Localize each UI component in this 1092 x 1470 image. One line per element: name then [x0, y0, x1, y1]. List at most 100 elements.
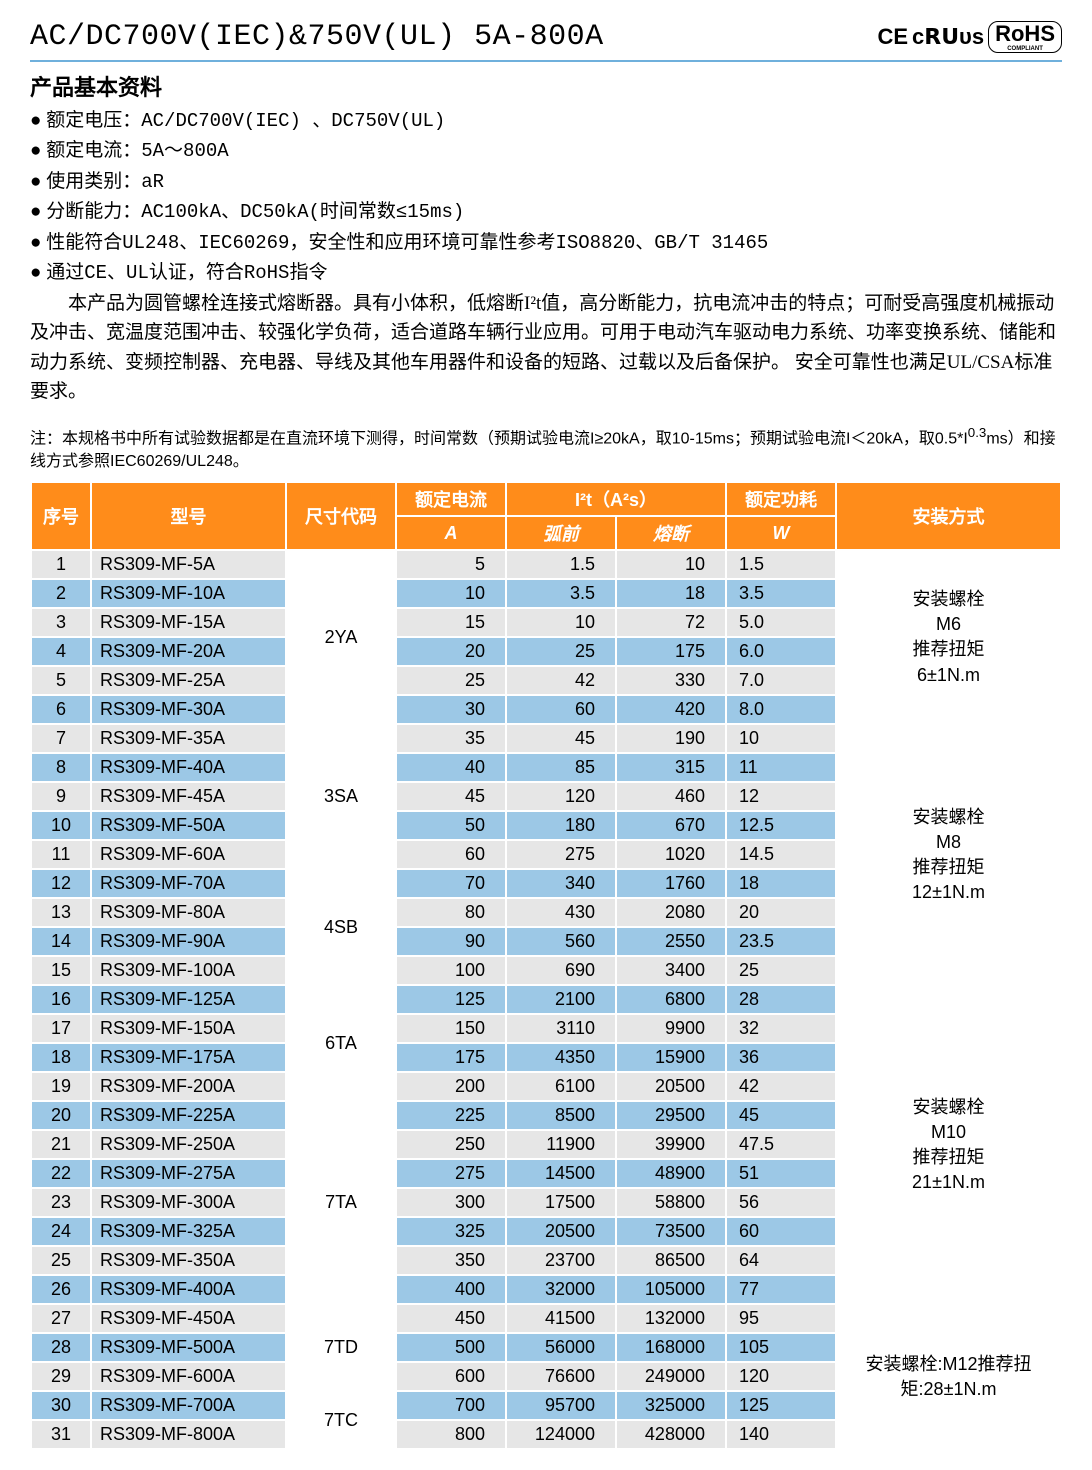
cell-power: 32	[726, 1014, 836, 1043]
cell-power: 36	[726, 1043, 836, 1072]
spec-item: 额定电流：5A～800A	[30, 136, 1062, 166]
cell-model: RS309-MF-200A	[91, 1072, 286, 1101]
cell-current: 800	[396, 1420, 506, 1449]
cell-pre: 10	[506, 608, 616, 637]
cell-power: 20	[726, 898, 836, 927]
cell-power: 60	[726, 1217, 836, 1246]
cell-seq: 25	[31, 1246, 91, 1275]
cell-current: 500	[396, 1333, 506, 1362]
cell-model: RS309-MF-5A	[91, 550, 286, 579]
cell-model: RS309-MF-600A	[91, 1362, 286, 1391]
spec-item: 通过CE、UL认证，符合RoHS指令	[30, 258, 1062, 288]
cell-current: 600	[396, 1362, 506, 1391]
cell-melt: 105000	[616, 1275, 726, 1304]
cell-current: 275	[396, 1159, 506, 1188]
cell-current: 20	[396, 637, 506, 666]
cell-pre: 3110	[506, 1014, 616, 1043]
cell-current: 225	[396, 1101, 506, 1130]
cell-pre: 85	[506, 753, 616, 782]
cell-model: RS309-MF-60A	[91, 840, 286, 869]
cell-current: 100	[396, 956, 506, 985]
cell-seq: 3	[31, 608, 91, 637]
cell-power: 56	[726, 1188, 836, 1217]
cell-model: RS309-MF-15A	[91, 608, 286, 637]
col-current-top: 额定电流	[396, 482, 506, 516]
cell-seq: 17	[31, 1014, 91, 1043]
cell-seq: 9	[31, 782, 91, 811]
ce-icon: CE	[877, 24, 908, 50]
cell-pre: 41500	[506, 1304, 616, 1333]
cell-seq: 2	[31, 579, 91, 608]
cell-power: 6.0	[726, 637, 836, 666]
cell-melt: 315	[616, 753, 726, 782]
cell-power: 77	[726, 1275, 836, 1304]
cell-model: RS309-MF-25A	[91, 666, 286, 695]
cell-pre: 2100	[506, 985, 616, 1014]
cell-seq: 24	[31, 1217, 91, 1246]
cell-melt: 58800	[616, 1188, 726, 1217]
table-row: 7RS309-MF-35A3SA354519010安装螺栓M8推荐扭矩12±1N…	[31, 724, 1061, 753]
cell-model: RS309-MF-30A	[91, 695, 286, 724]
cell-current: 175	[396, 1043, 506, 1072]
cell-model: RS309-MF-225A	[91, 1101, 286, 1130]
cell-melt: 72	[616, 608, 726, 637]
cell-seq: 16	[31, 985, 91, 1014]
col-seq: 序号	[31, 482, 91, 550]
col-model: 型号	[91, 482, 286, 550]
cell-seq: 5	[31, 666, 91, 695]
cell-seq: 20	[31, 1101, 91, 1130]
cell-install: 安装螺栓M6推荐扭矩6±1N.m	[836, 550, 1061, 724]
cell-seq: 11	[31, 840, 91, 869]
cell-power: 125	[726, 1391, 836, 1420]
cell-current: 300	[396, 1188, 506, 1217]
cell-model: RS309-MF-35A	[91, 724, 286, 753]
cell-melt: 460	[616, 782, 726, 811]
cell-size: 2YA	[286, 550, 396, 724]
cell-pre: 25	[506, 637, 616, 666]
cell-current: 60	[396, 840, 506, 869]
cell-model: RS309-MF-80A	[91, 898, 286, 927]
cell-install: 安装螺栓:M12推荐扭矩:28±1N.m	[836, 1304, 1061, 1449]
col-i2t-top: I²t（A²s）	[506, 482, 726, 516]
cell-pre: 560	[506, 927, 616, 956]
cell-melt: 6800	[616, 985, 726, 1014]
cell-model: RS309-MF-350A	[91, 1246, 286, 1275]
cell-power: 12.5	[726, 811, 836, 840]
cell-melt: 48900	[616, 1159, 726, 1188]
cell-power: 140	[726, 1420, 836, 1449]
cell-model: RS309-MF-275A	[91, 1159, 286, 1188]
col-current-unit: A	[396, 516, 506, 550]
cell-current: 70	[396, 869, 506, 898]
spec-item: 分断能力：AC100kA、DC50kA(时间常数≤15ms)	[30, 197, 1062, 227]
cell-seq: 10	[31, 811, 91, 840]
cell-melt: 29500	[616, 1101, 726, 1130]
cell-pre: 4350	[506, 1043, 616, 1072]
cell-seq: 29	[31, 1362, 91, 1391]
cell-pre: 180	[506, 811, 616, 840]
cell-seq: 26	[31, 1275, 91, 1304]
cell-install: 安装螺栓M10推荐扭矩21±1N.m	[836, 985, 1061, 1304]
cell-pre: 45	[506, 724, 616, 753]
cell-size: 7TC	[286, 1391, 396, 1449]
cell-melt: 1020	[616, 840, 726, 869]
cell-seq: 14	[31, 927, 91, 956]
cell-melt: 249000	[616, 1362, 726, 1391]
cell-melt: 428000	[616, 1420, 726, 1449]
cell-power: 18	[726, 869, 836, 898]
cell-pre: 20500	[506, 1217, 616, 1246]
cell-size: 3SA	[286, 724, 396, 869]
cell-seq: 30	[31, 1391, 91, 1420]
cell-model: RS309-MF-175A	[91, 1043, 286, 1072]
cell-pre: 690	[506, 956, 616, 985]
cell-current: 125	[396, 985, 506, 1014]
cell-power: 12	[726, 782, 836, 811]
cell-model: RS309-MF-40A	[91, 753, 286, 782]
cell-size: 7TD	[286, 1304, 396, 1391]
col-install: 安装方式	[836, 482, 1061, 550]
cell-melt: 18	[616, 579, 726, 608]
note-text: 注：本规格书中所有试验数据都是在直流环境下测得，时间常数（预期试验电流I≥20k…	[30, 424, 1062, 473]
cell-melt: 39900	[616, 1130, 726, 1159]
cell-current: 35	[396, 724, 506, 753]
spec-item: 使用类别：aR	[30, 167, 1062, 197]
col-size: 尺寸代码	[286, 482, 396, 550]
